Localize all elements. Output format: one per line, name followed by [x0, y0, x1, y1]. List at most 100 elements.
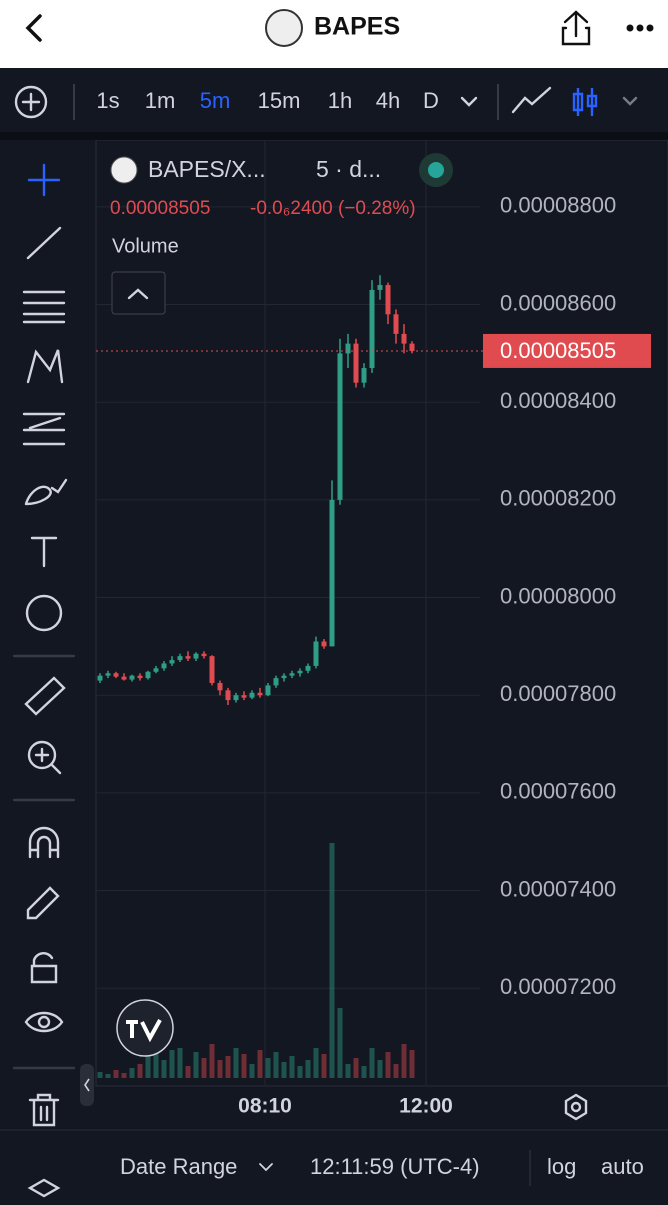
- candle-body: [97, 675, 103, 681]
- volume-bar: [169, 1050, 175, 1078]
- volume-bar: [113, 1070, 119, 1078]
- auto-button[interactable]: auto: [601, 1154, 644, 1179]
- add-icon: [21, 92, 41, 112]
- trend-line-tool[interactable]: [26, 226, 62, 260]
- volume-bar: [217, 1060, 223, 1078]
- chart-panel: [95, 139, 668, 1087]
- interval-button[interactable]: 4h: [376, 88, 400, 113]
- candle-body: [121, 676, 127, 680]
- interval-button[interactable]: 15m: [258, 88, 301, 113]
- collapse-legend-icon: [127, 288, 149, 300]
- volume-bar: [369, 1048, 375, 1078]
- brush-tool[interactable]: [24, 478, 68, 506]
- y-tick-label: 0.00008600: [500, 290, 616, 315]
- volume-bar: [321, 1054, 327, 1078]
- volume-bar: [161, 1060, 167, 1078]
- projection-tool[interactable]: [22, 412, 66, 446]
- lock-draw-tool[interactable]: [26, 886, 60, 920]
- delete-tool[interactable]: [28, 1093, 60, 1127]
- y-tick-label: 0.00007400: [500, 876, 616, 901]
- y-tick-label: 0.00007800: [500, 681, 616, 706]
- nav-title: BAPES: [314, 13, 400, 41]
- candle-body: [145, 671, 151, 679]
- timezone-button[interactable]: 12:11:59 (UTC-4): [310, 1154, 480, 1179]
- zoom-tool[interactable]: [27, 740, 57, 770]
- y-tick-label: 0.00008400: [500, 388, 616, 413]
- candle-body: [185, 656, 191, 659]
- layers-tool[interactable]: [27, 1178, 61, 1198]
- date-range-button[interactable]: Date Range: [120, 1154, 237, 1179]
- volume-bar: [345, 1064, 351, 1078]
- fib-tool[interactable]: [22, 290, 66, 324]
- icon-tool[interactable]: [25, 594, 63, 632]
- text-tool[interactable]: [30, 536, 58, 568]
- volume-bar: [241, 1054, 247, 1078]
- interval-menu[interactable]: [460, 96, 478, 107]
- candle-body: [353, 343, 359, 383]
- tv-logo-mark: [126, 1019, 162, 1043]
- candle-body: [161, 663, 167, 669]
- interval-button[interactable]: 1m: [145, 88, 176, 113]
- share-button[interactable]: [561, 10, 591, 46]
- candle-body: [249, 692, 255, 698]
- interval-button[interactable]: 1h: [328, 88, 352, 113]
- collapse-legend[interactable]: [111, 271, 166, 315]
- unlock-tool[interactable]: [30, 952, 58, 984]
- settings-button[interactable]: [564, 1093, 588, 1121]
- more-button[interactable]: [626, 24, 654, 32]
- pattern-tool[interactable]: [26, 349, 64, 384]
- candle-body: [193, 653, 199, 659]
- divider: [0, 132, 668, 140]
- volume-bar: [337, 1008, 343, 1078]
- y-tick-label: 0.00008000: [500, 583, 616, 608]
- interval-button[interactable]: 1s: [96, 88, 119, 113]
- settings-icon: [570, 1101, 582, 1113]
- candle-body: [377, 285, 383, 290]
- interval-button[interactable]: D: [423, 88, 439, 113]
- y-tick-label: 0.00007600: [500, 779, 616, 804]
- collapse-icon: [84, 1078, 90, 1092]
- candle-body: [241, 695, 247, 698]
- volume-bar: [105, 1074, 111, 1078]
- collapse-toolbar[interactable]: [80, 1064, 94, 1106]
- add-button[interactable]: [14, 85, 48, 119]
- volume-bar: [297, 1066, 303, 1078]
- candle-body: [305, 665, 311, 671]
- volume-bar: [257, 1050, 263, 1078]
- candle-body: [153, 668, 159, 672]
- last-price-tag: [483, 333, 651, 368]
- candle-body: [321, 641, 327, 647]
- candle-body: [361, 368, 367, 383]
- volume-bar: [97, 1072, 103, 1078]
- visibility-tool[interactable]: [24, 1011, 64, 1033]
- candle-body: [169, 660, 175, 664]
- volume-bar: [249, 1064, 255, 1078]
- volume-bar: [201, 1058, 207, 1078]
- interval-button[interactable]: 5m: [200, 88, 231, 113]
- symbol-icon: [110, 156, 138, 184]
- y-tick-label: 0.00008200: [500, 486, 616, 511]
- candle-body: [337, 353, 343, 500]
- y-tick-label: 0.00007200: [500, 974, 616, 999]
- candle-chart-button[interactable]: [572, 88, 598, 116]
- candle-body: [393, 314, 399, 334]
- symbol-name[interactable]: BAPES/X...: [148, 156, 266, 182]
- volume-legend: Volume: [112, 235, 179, 257]
- volume-bar: [393, 1064, 399, 1078]
- ruler-tool[interactable]: [24, 676, 66, 716]
- log-button[interactable]: log: [547, 1154, 576, 1179]
- volume-bar: [145, 1056, 151, 1078]
- nav-bar: [0, 0, 668, 68]
- volume-bar: [209, 1044, 215, 1078]
- volume-bar: [313, 1048, 319, 1078]
- crosshair-tool[interactable]: [27, 163, 61, 197]
- candle-body: [209, 656, 215, 684]
- candle-body: [385, 285, 391, 315]
- chart-type-menu[interactable]: [622, 96, 638, 106]
- magnet-tool[interactable]: [28, 826, 60, 859]
- line-chart-button[interactable]: [511, 86, 552, 114]
- candle-body: [313, 641, 319, 666]
- volume-bar: [409, 1050, 415, 1078]
- back-button[interactable]: [25, 14, 42, 42]
